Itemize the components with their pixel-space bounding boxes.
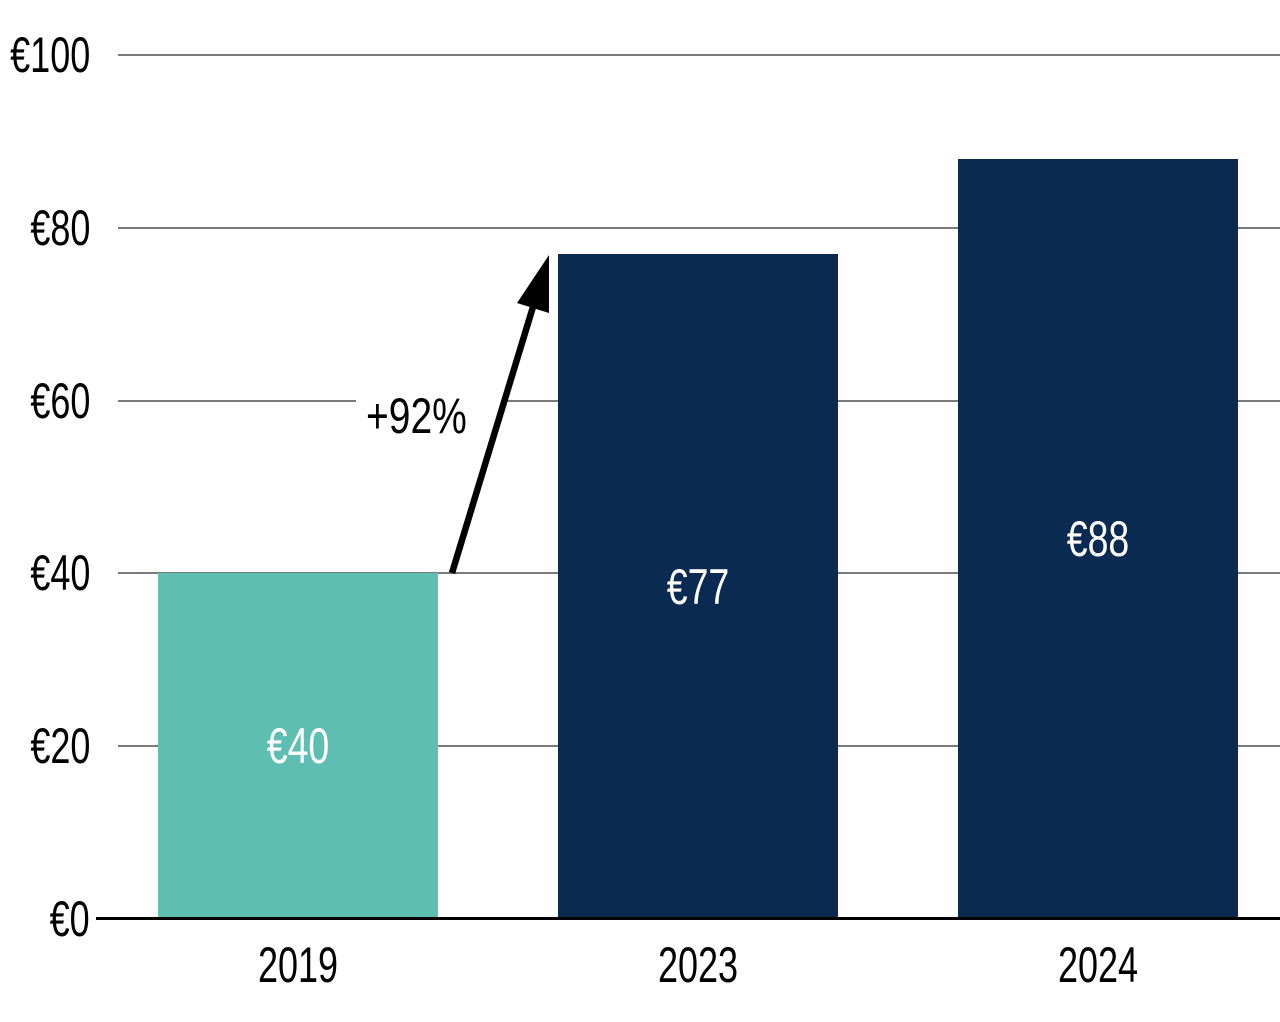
bar-2019: €40 xyxy=(158,573,438,919)
x-category-label: 2019 xyxy=(257,937,339,993)
arrow-head-icon xyxy=(517,255,549,313)
growth-annotation-text: +92% xyxy=(366,388,467,444)
gridline xyxy=(118,54,1280,56)
y-tick-label: €20 xyxy=(29,718,90,774)
bar-value-label: €77 xyxy=(666,558,730,615)
bar-value-label: €40 xyxy=(266,718,330,774)
growth-annotation: +92% xyxy=(356,388,506,444)
x-category-label: 2024 xyxy=(1057,937,1139,993)
y-tick-label: €80 xyxy=(29,200,90,256)
y-tick-label: €0 xyxy=(49,891,90,947)
y-tick-label: €40 xyxy=(29,545,90,601)
y-tick-label: €100 xyxy=(9,27,90,83)
x-axis-line xyxy=(96,917,1280,920)
bar-2024: €88 xyxy=(958,159,1238,919)
gridline xyxy=(118,227,1280,229)
bar-value-label: €88 xyxy=(1066,511,1130,567)
bar-2023: €77 xyxy=(558,254,838,919)
y-tick-label: €60 xyxy=(29,373,90,429)
x-category-label: 2023 xyxy=(657,937,739,993)
